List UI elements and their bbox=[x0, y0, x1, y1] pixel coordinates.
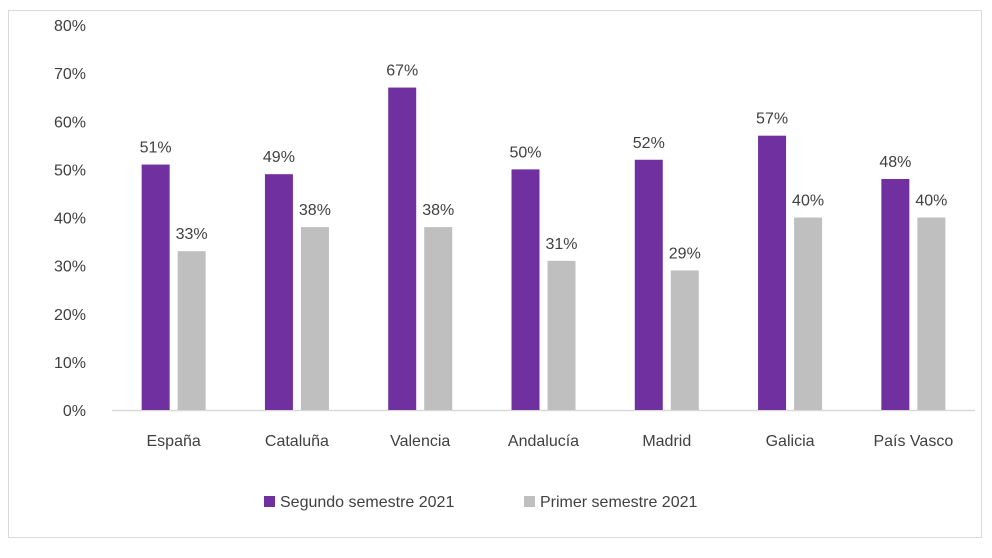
bar-primer-6 bbox=[917, 217, 946, 410]
bar-segundo-3 bbox=[511, 169, 540, 410]
legend-swatch bbox=[524, 496, 535, 507]
bar-value-label: 52% bbox=[633, 135, 665, 152]
y-tick-label: 50% bbox=[54, 162, 86, 179]
bar-value-label: 31% bbox=[545, 236, 577, 253]
bar-segundo-6 bbox=[881, 179, 910, 410]
y-tick-label: 80% bbox=[54, 18, 86, 35]
bar-value-label: 29% bbox=[669, 245, 701, 262]
bars bbox=[141, 87, 946, 410]
bar-value-label: 67% bbox=[386, 63, 418, 80]
bar-value-label: 49% bbox=[263, 149, 295, 166]
bar-value-label: 38% bbox=[299, 202, 331, 219]
x-tick-label: Valencia bbox=[390, 433, 450, 450]
y-tick-label: 70% bbox=[54, 66, 86, 83]
bar-segundo-0 bbox=[141, 164, 170, 410]
y-tick-label: 30% bbox=[54, 259, 86, 276]
bar-value-label: 48% bbox=[879, 154, 911, 171]
x-tick-label: Cataluña bbox=[265, 433, 329, 450]
bar-value-label: 50% bbox=[509, 144, 541, 161]
y-tick-label: 0% bbox=[63, 403, 86, 420]
bar-value-label: 57% bbox=[756, 111, 788, 128]
x-tick-label: Galicia bbox=[766, 433, 815, 450]
legend-label: Segundo semestre 2021 bbox=[280, 494, 454, 511]
bar-value-label: 33% bbox=[176, 226, 208, 243]
bar-segundo-5 bbox=[758, 135, 787, 410]
legend: Segundo semestre 2021 Primer semestre 202… bbox=[264, 494, 697, 511]
bar-primer-3 bbox=[547, 260, 576, 410]
x-axis-labels: España Cataluña Valencia Andalucía Madrid Gal… bbox=[147, 433, 954, 450]
x-tick-label: Andalucía bbox=[508, 433, 579, 450]
legend-swatch bbox=[264, 496, 275, 507]
bar-primer-0 bbox=[177, 251, 206, 410]
x-tick-label: Madrid bbox=[642, 433, 691, 450]
x-tick-label: España bbox=[147, 433, 201, 450]
bar-primer-1 bbox=[300, 227, 329, 410]
bar-value-label: 40% bbox=[792, 193, 824, 210]
y-tick-label: 60% bbox=[54, 114, 86, 131]
bar-value-label: 40% bbox=[915, 193, 947, 210]
y-axis-ticks: 0% 10% 20% 30% 40% 50% 60% 70% 80% bbox=[54, 18, 86, 420]
bar-segundo-1 bbox=[264, 174, 293, 410]
bar-primer-5 bbox=[794, 217, 823, 410]
y-tick-label: 20% bbox=[54, 307, 86, 324]
bar-primer-4 bbox=[670, 270, 699, 410]
bar-value-label: 51% bbox=[140, 140, 172, 157]
bar-segundo-4 bbox=[634, 159, 663, 410]
data-labels: 51% 33% 49% 38% 67% 38% 50% 31% 52% 29% 57% 40% 48% 4… bbox=[140, 63, 948, 263]
y-tick-label: 40% bbox=[54, 211, 86, 228]
bar-value-label: 38% bbox=[422, 202, 454, 219]
y-tick-label: 10% bbox=[54, 355, 86, 372]
x-tick-label: País Vasco bbox=[873, 433, 953, 450]
bar-segundo-2 bbox=[388, 87, 417, 410]
legend-label: Primer semestre 2021 bbox=[540, 494, 697, 511]
bar-primer-2 bbox=[424, 227, 453, 410]
